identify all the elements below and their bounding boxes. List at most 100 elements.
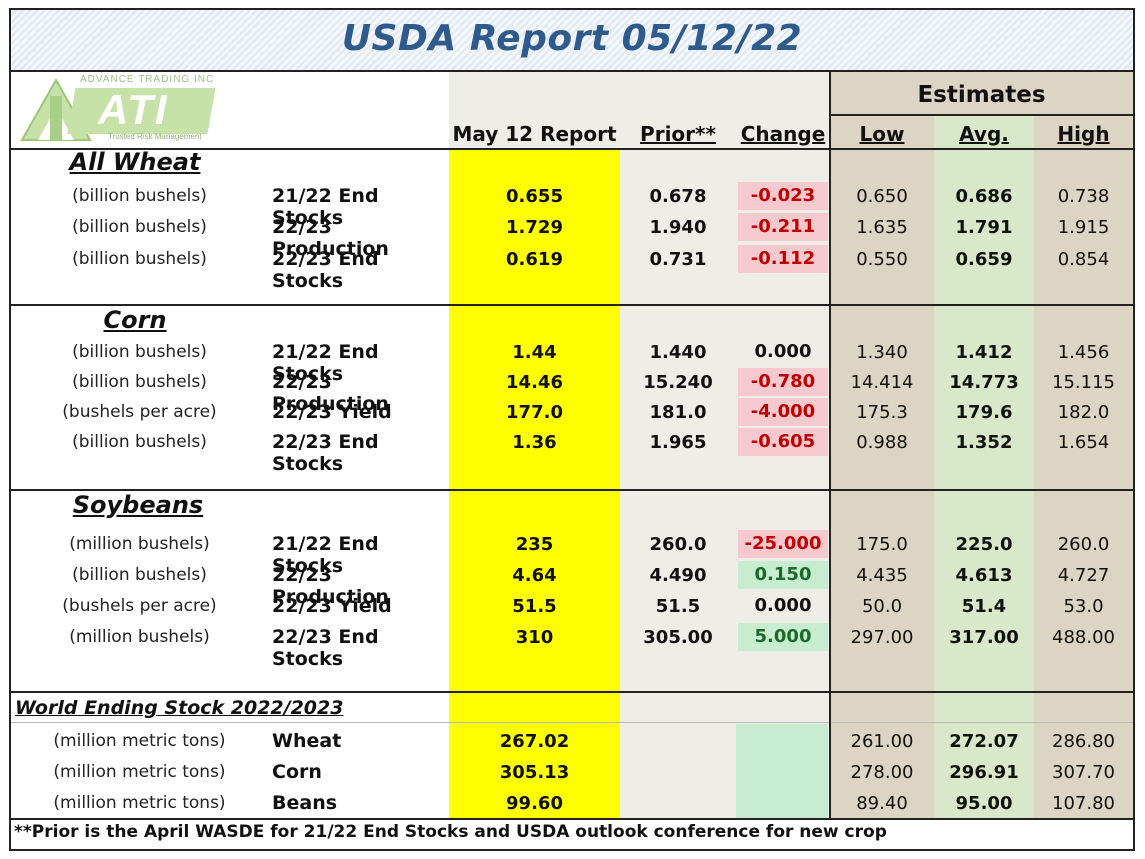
avg-value: 0.686 [955,186,1013,207]
ati-logo-graphic [20,77,216,141]
row-unit: (billion bushels) [72,372,207,392]
row-unit: (bushels per acre) [62,596,217,616]
prior-value: 0.731 [649,249,707,270]
prior-value: 1.440 [649,342,707,363]
low-value: 4.435 [856,565,908,586]
change-value: -0.780 [738,368,828,396]
high-value: 307.70 [1052,762,1115,783]
row-label: 22/23 End Stocks [272,431,379,475]
low-value: 14.414 [850,372,914,393]
report-value: 1.36 [512,432,557,453]
high-value: 260.0 [1057,534,1110,555]
row-label: 22/23 Yield [272,401,392,423]
header-estimates: Estimates [917,82,1046,108]
high-value: 488.00 [1052,627,1115,648]
low-value: 1.635 [856,217,908,238]
low-value: 261.00 [850,731,914,752]
low-value: 50.0 [861,596,903,617]
row-unit: (billion bushels) [72,432,207,452]
high-value: 1.654 [1057,432,1110,453]
low-value: 175.3 [856,402,908,423]
avg-value: 317.00 [949,627,1019,648]
header-low: Low [859,122,905,146]
world-change-bg [736,724,828,820]
high-value: 182.0 [1057,402,1110,423]
report-value: 1.44 [512,342,557,363]
row-label: 22/23 End Stocks [272,248,379,292]
change-value: 5.000 [738,623,828,651]
report-column-bg [449,72,620,820]
high-value: 0.738 [1057,186,1110,207]
row-label: 22/23 End Stocks [272,626,379,670]
row-unit: (million metric tons) [53,762,226,782]
prior-value: 51.5 [655,596,701,617]
logo-sub-text: Trusted Risk Management [108,132,202,141]
row-label: Wheat [272,730,342,752]
prior-value: 0.678 [649,186,707,207]
low-value: 278.00 [850,762,914,783]
avg-value: 272.07 [949,731,1019,752]
row-unit: (billion bushels) [72,249,207,269]
report-value: 0.655 [506,186,563,207]
change-value: -25.000 [738,530,828,558]
avg-value: 51.4 [961,596,1007,617]
row-unit: (million bushels) [69,534,210,554]
low-value: 175.0 [856,534,908,555]
row-label: 22/23 Yield [272,595,392,617]
section-title-wheat: All Wheat [69,148,201,176]
change-value: -0.023 [738,182,828,210]
high-value: 107.80 [1052,793,1115,814]
row-label: Corn [272,761,322,783]
divider-footnote [11,818,1133,820]
ati-logo: ADVANCE TRADING INC ATI Trusted Risk Man… [16,74,222,144]
low-value: 89.40 [856,793,908,814]
avg-value: 95.00 [955,793,1013,814]
change-value: 0.150 [738,561,828,589]
divider-estimates [830,114,1133,116]
row-unit: (billion bushels) [72,217,207,237]
row-unit: (bushels per acre) [62,402,217,422]
change-value: -0.112 [738,245,828,273]
high-value: 0.854 [1057,249,1110,270]
report-value: 1.729 [506,217,563,238]
prior-value: 1.940 [649,217,707,238]
low-value: 0.550 [856,249,908,270]
divider-soy-world [11,691,1133,693]
report-value: 177.0 [506,402,563,423]
high-value: 286.80 [1052,731,1115,752]
row-label: 22/23 Production [272,564,389,608]
row-unit: (billion bushels) [72,186,207,206]
prior-value: 15.240 [643,372,713,393]
divider-world-header [11,722,1133,723]
low-value: 0.988 [856,432,908,453]
report-value: 99.60 [506,793,563,814]
footnote: **Prior is the April WASDE for 21/22 End… [14,822,887,842]
low-value: 1.340 [856,342,908,363]
avg-value: 14.773 [949,372,1019,393]
change-value: -0.605 [738,428,828,456]
change-value: 0.000 [754,595,812,616]
row-label: 22/23 Production [272,371,389,415]
section-title-soybeans: Soybeans [72,491,204,519]
report-value: 14.46 [506,372,563,393]
report-value: 0.619 [506,249,563,270]
divider-estimates-left [829,72,831,820]
avg-value: 179.6 [955,402,1013,423]
row-label: 21/22 End Stocks [272,341,379,385]
title-band: USDA Report 05/12/22 [11,10,1133,72]
low-value: 0.650 [856,186,908,207]
header-avg: Avg. [959,122,1009,146]
row-label: 21/22 End Stocks [272,185,379,229]
row-label: 22/23 Production [272,216,389,260]
report-value: 305.13 [499,762,570,783]
avg-value: 1.352 [955,432,1013,453]
high-value: 15.115 [1052,372,1115,393]
divider-corn-soy [11,489,1133,491]
header-change: Change [740,122,826,146]
header-report: May 12 Report [452,122,617,146]
prior-value: 1.965 [649,432,707,453]
logo-main-text: ATI [98,86,169,133]
change-value: 0.000 [754,341,812,362]
row-unit: (billion bushels) [72,342,207,362]
row-unit: (million metric tons) [53,731,226,751]
